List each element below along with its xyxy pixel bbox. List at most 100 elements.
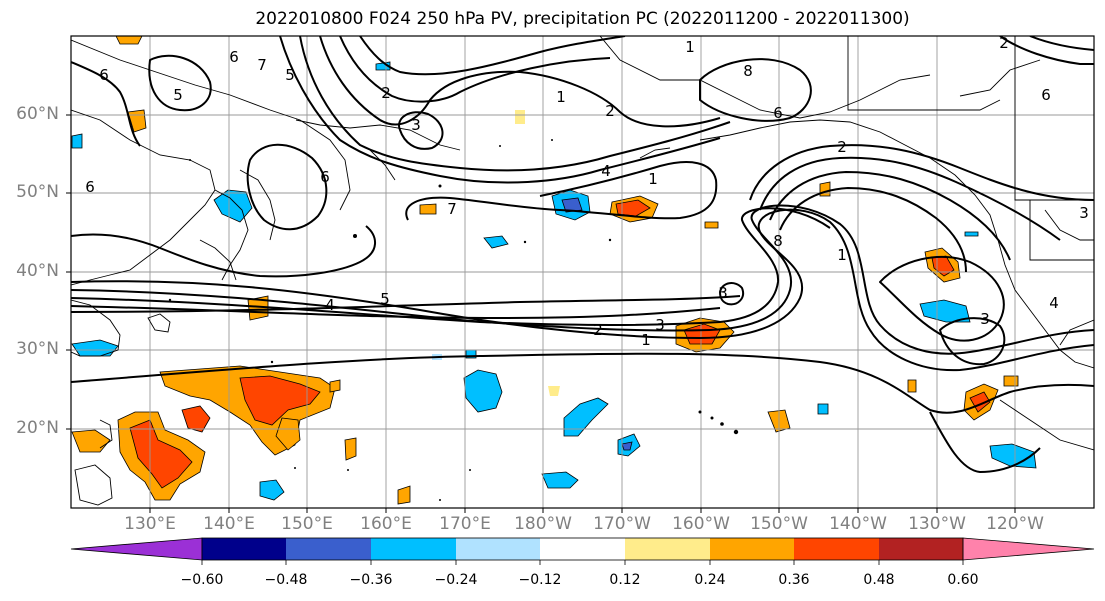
contour-label: 7	[257, 56, 267, 74]
contour-label: 8	[743, 62, 753, 80]
colorbar-tick-label: −0.60	[180, 572, 224, 588]
lon-label: 170°E	[439, 514, 491, 534]
contour-label: 5	[380, 290, 390, 308]
lon-label: 160°E	[360, 514, 412, 534]
colorbar-tick-label: 0.24	[694, 572, 726, 588]
colorbar-tick-label: −0.36	[349, 572, 393, 588]
contour-label: 5	[173, 86, 183, 104]
contour-label: 3	[655, 316, 665, 334]
pv-contour-ridge-e	[359, 36, 626, 76]
contour-label: 4	[601, 162, 611, 180]
lon-label: 120°W	[986, 514, 1044, 534]
contour-label: 6	[1041, 86, 1051, 104]
colorbar-tick-label: −0.12	[518, 572, 562, 588]
contour-label: 8	[773, 232, 783, 250]
lon-label: 150°E	[281, 514, 333, 534]
pv-contour-1-tropic	[71, 352, 1094, 414]
pv-contour-gulf-loop	[879, 255, 1005, 342]
pv-contour-5-jet	[71, 295, 741, 313]
colorbar-bin	[202, 538, 286, 560]
colorbar-tick-label: 0.48	[863, 572, 895, 588]
contour-label: 1	[648, 170, 658, 188]
contour-label: 6	[320, 168, 330, 186]
lon-label: 140°W	[829, 514, 887, 534]
contour-label: 1	[556, 88, 566, 106]
pv-contour-alaska-trough-4	[779, 187, 967, 273]
lon-label: 180°W	[514, 514, 572, 534]
contour-label: 6	[99, 66, 109, 84]
pv-contour-west-loop	[148, 54, 212, 112]
contour-label: 6	[773, 104, 783, 122]
islands	[168, 139, 739, 501]
pv-contour-north-loop	[398, 111, 444, 150]
lon-label: 160°W	[672, 514, 730, 534]
lat-label: 50°N	[16, 182, 59, 202]
contour-label: 2	[999, 34, 1009, 52]
pv-contour-1-jet	[71, 208, 1094, 372]
pv-contour-ridge-b	[299, 36, 731, 172]
lon-label: 140°E	[203, 514, 255, 534]
colorbar-tick-label: 0.12	[609, 572, 641, 588]
colorbar-bin	[540, 538, 625, 560]
contour-label: 3	[980, 310, 990, 328]
lat-label: 30°N	[16, 339, 59, 359]
lat-label: 40°N	[16, 261, 59, 281]
contour-label: 7	[447, 200, 457, 218]
lat-label: 60°N	[16, 104, 59, 124]
contour-label: 6	[85, 178, 95, 196]
contour-label: 2	[605, 102, 615, 120]
contour-label: 5	[285, 66, 295, 84]
colorbar-tick-label: −0.48	[264, 572, 308, 588]
contour-label: 1	[837, 246, 847, 264]
contour-labels: 1 2 3 4 5 6 7 1 2 3 4 5 6 1 2 3 5 6 7 8 …	[85, 34, 1089, 349]
contour-label: 2	[837, 138, 847, 156]
colorbar-over-arrow	[962, 537, 1095, 561]
contour-label: 6	[229, 48, 239, 66]
pv-contour-mid-loop	[405, 161, 718, 221]
lon-label: 130°E	[124, 514, 176, 534]
colorbar-bin	[286, 538, 371, 560]
colorbar-tick-label: 0.36	[778, 572, 810, 588]
contour-label: 1	[685, 38, 695, 56]
pv-contour-alaska-trough-2	[759, 156, 1061, 241]
colorbar-bin	[710, 538, 794, 560]
colorbar-frame	[201, 537, 964, 561]
lon-label: 130°W	[908, 514, 966, 534]
contour-label: 1	[641, 331, 651, 349]
colorbar-bin	[794, 538, 879, 560]
colorbar-under-arrow	[70, 537, 203, 561]
pv-contour-ne-2	[1029, 36, 1094, 51]
pv-contour-ne	[999, 36, 1094, 65]
colorbar	[70, 537, 1095, 565]
pv-contour-ridge-a	[279, 36, 721, 184]
pv-contour-alaska-trough-3	[769, 171, 1011, 261]
colorbar-bin	[625, 538, 710, 560]
colorbar-bin	[879, 538, 963, 560]
lon-label: 150°W	[750, 514, 808, 534]
pv-contour-east-loop	[939, 317, 1006, 366]
contour-label: 3	[718, 284, 728, 302]
pv-contour-cutoff	[719, 282, 744, 306]
colorbar-tick-label: 0.60	[947, 572, 979, 588]
colorbar-bin	[371, 538, 456, 560]
contour-label: 4	[1049, 294, 1059, 312]
axis-ticks	[66, 114, 1016, 513]
contour-label: 2	[381, 84, 391, 102]
map-title: 2022010800 F024 250 hPa PV, precipitatio…	[255, 9, 910, 29]
pv-contour-ak-upper	[699, 58, 812, 122]
contour-label: 3	[411, 116, 421, 134]
contour-label: 2	[593, 321, 603, 339]
pv-contour-ridge-c	[319, 36, 721, 128]
pv-contour-ridge-d	[339, 36, 611, 103]
pv-contour-nw-6	[71, 61, 141, 147]
lon-label: 170°W	[593, 514, 651, 534]
pv-contour-sea-japan	[246, 143, 328, 231]
pv-contour-3-jet	[71, 207, 831, 326]
pv-contour-alaska-trough-1	[749, 144, 1094, 201]
contour-label: 4	[325, 296, 335, 314]
pv-contours	[71, 36, 1094, 473]
pv-contour-west-trough	[71, 225, 376, 278]
lat-label: 20°N	[16, 418, 59, 438]
colorbar-tick-label: −0.24	[434, 572, 478, 588]
